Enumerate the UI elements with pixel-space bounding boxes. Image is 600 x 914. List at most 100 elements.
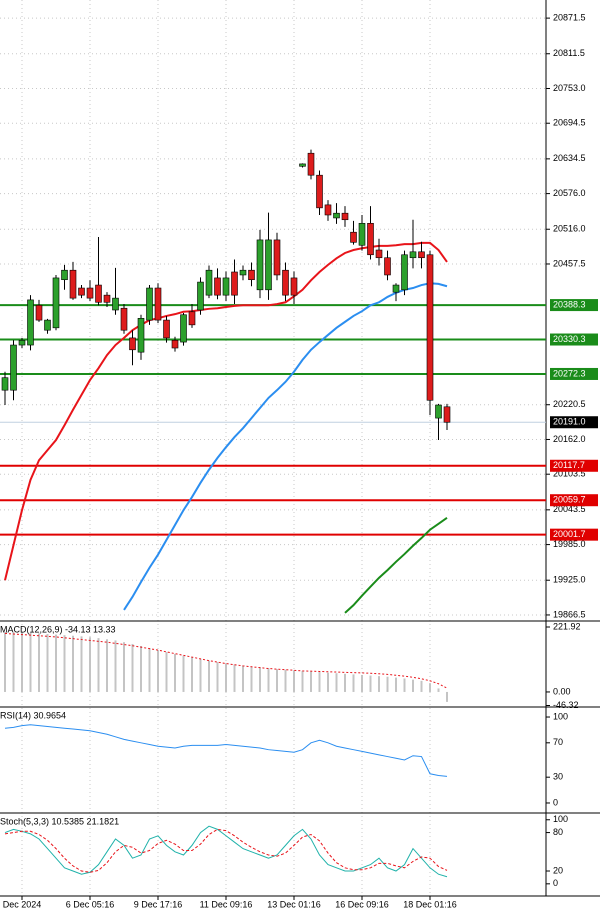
y-tick-label: 20634.5 [553, 153, 586, 163]
candle-body [392, 284, 400, 293]
y-tick-label: 0 [553, 797, 558, 807]
candle-body [120, 307, 128, 331]
candle-body [214, 277, 221, 296]
candle-body [69, 269, 77, 299]
level-label-box [550, 333, 598, 346]
y-tick-label: 70 [553, 737, 563, 747]
candle-body [163, 319, 170, 339]
candle-body [375, 249, 383, 259]
level-label-box [550, 459, 598, 472]
level-label-box [550, 494, 598, 507]
y-tick-label: 20220.5 [553, 399, 586, 409]
candle-body [10, 344, 17, 391]
candle-body [1, 377, 9, 391]
candle-body [146, 287, 153, 321]
y-tick-label: 80 [553, 827, 563, 837]
y-tick-label: 20811.5 [553, 48, 585, 58]
x-tick-label: 6 Dec 05:16 [66, 899, 115, 909]
candle-body [426, 254, 434, 401]
candle-body [154, 287, 162, 321]
candle-body [435, 404, 442, 419]
x-tick-label: 18 Dec 01:16 [403, 899, 457, 909]
candle-body [307, 152, 315, 176]
x-tick-label: 13 Dec 01:16 [267, 899, 321, 909]
candle-body [205, 269, 213, 296]
candle-body [316, 174, 323, 209]
candle-body [384, 257, 391, 276]
candle-body [52, 277, 60, 329]
candle-body [27, 299, 34, 346]
indicator-title: RSI(14) 30.9654 [0, 710, 66, 720]
candle-body [282, 269, 289, 296]
signal-line [4, 632, 448, 689]
x-tick-label: 16 Dec 09:16 [335, 899, 389, 909]
candle-body [350, 231, 357, 243]
candle-body [137, 318, 145, 353]
candle-body [61, 269, 68, 281]
candle-body [86, 287, 94, 299]
candle-body [129, 337, 136, 351]
x-tick-label: 11 Dec 09:16 [200, 899, 253, 909]
candle-body [239, 269, 247, 276]
y-tick-label: 19925.0 [553, 575, 586, 585]
candle-body [333, 212, 340, 219]
indicator-title: Stoch(5,3,3) 10.5385 21.1821 [0, 816, 119, 826]
candle-body [401, 254, 408, 291]
y-tick-label: 20457.5 [553, 258, 586, 268]
candle-body [35, 304, 43, 321]
indicator-line [4, 825, 448, 878]
candle-body [265, 239, 272, 291]
y-tick-label: 19985.0 [553, 539, 586, 549]
candle-body [188, 311, 196, 326]
y-tick-label: 100 [553, 814, 568, 824]
candle-body [197, 281, 204, 311]
candle-body [18, 339, 26, 346]
candle-body [358, 222, 366, 246]
candle-body [248, 269, 255, 281]
level-label-box [550, 528, 598, 541]
candle-body [290, 277, 298, 296]
candle-body [231, 271, 238, 296]
y-tick-label: 20753.0 [553, 83, 586, 93]
candle-body [409, 251, 417, 259]
current-price-box [550, 416, 598, 429]
current-price-label: 20191.0 [553, 417, 586, 427]
y-tick-label: 0.00 [553, 686, 571, 696]
level-label: 20272.3 [553, 368, 586, 378]
candle-body [443, 406, 451, 423]
candle-body [112, 297, 119, 311]
y-tick-label: 20162.0 [553, 434, 586, 444]
candle-body [222, 277, 230, 296]
candle-body [367, 222, 374, 256]
candle-body [171, 339, 179, 349]
candle-body [341, 212, 349, 221]
candle-body [418, 251, 425, 259]
moving-average [344, 517, 448, 614]
x-tick-label: 9 Dec 17:16 [134, 899, 183, 909]
level-label: 20001.7 [553, 529, 586, 539]
y-tick-label: 100 [553, 711, 568, 721]
x-tick-label: Dec 2024 [3, 899, 42, 909]
candle-body [44, 319, 51, 331]
indicator-title: MACD(12,26,9) -34.13 13.33 [0, 624, 116, 634]
candle-body [95, 284, 102, 303]
y-tick-label: -46.32 [553, 700, 579, 710]
candle-body [273, 239, 281, 276]
y-tick-label: 20103.5 [553, 469, 586, 479]
candle-body [256, 239, 264, 291]
y-tick-label: 0 [553, 878, 558, 888]
y-tick-label: 20871.5 [553, 12, 586, 22]
y-tick-label: 30 [553, 772, 563, 782]
y-tick-label: 221.92 [553, 621, 581, 631]
y-tick-label: 20694.5 [553, 118, 586, 128]
y-tick-label: 20 [553, 865, 563, 875]
candle-body [299, 163, 306, 167]
y-tick-label: 20576.0 [553, 188, 586, 198]
level-label: 20059.7 [553, 495, 586, 505]
y-tick-label: 20516.0 [553, 224, 586, 234]
candle-body [180, 314, 187, 343]
level-label: 20388.3 [553, 299, 586, 309]
candle-body [103, 294, 111, 303]
indicator-line [4, 724, 448, 777]
